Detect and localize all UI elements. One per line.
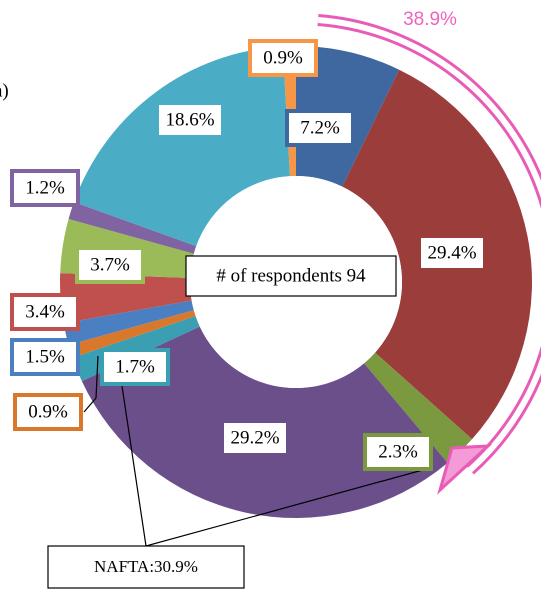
arrow-head — [437, 444, 493, 495]
label-box — [417, 234, 487, 272]
center-box — [185, 255, 397, 297]
label-box — [220, 419, 290, 457]
label-box — [155, 101, 225, 139]
leader-line — [83, 355, 99, 413]
label-box — [13, 393, 83, 431]
segment — [68, 310, 196, 358]
data-label: 2.3% — [378, 441, 418, 462]
arrow-band-inner — [317, 17, 541, 473]
data-label: 29.2% — [230, 427, 279, 448]
data-label: 0.9% — [28, 401, 68, 422]
data-label: 1.2% — [25, 177, 65, 198]
label-box — [10, 169, 80, 207]
data-label: 7.2% — [300, 117, 340, 138]
data-label: 18.6% — [165, 109, 214, 130]
data-label: 0.9% — [263, 47, 303, 68]
center-label: # of respondents 94 — [216, 265, 366, 286]
label-box — [75, 246, 145, 284]
annotation-box — [47, 545, 245, 589]
label-box — [10, 338, 80, 376]
label-box — [248, 39, 318, 77]
arrow — [317, 14, 541, 495]
segment — [364, 352, 473, 463]
data-label: 29.4% — [427, 242, 476, 263]
data-label: 3.4% — [25, 301, 65, 322]
label-box — [10, 293, 80, 331]
segment — [63, 300, 194, 345]
label-box — [100, 348, 170, 386]
segment — [68, 202, 197, 254]
annotation: 38.9% — [403, 9, 457, 30]
labels: 7.2% 29.4% 2.3% 29.2% 1.7% 0.9% 1.5% 3.4% 3.7% 1.… — [10, 39, 487, 471]
label-box — [285, 109, 355, 147]
label-box — [363, 433, 433, 471]
segment — [59, 273, 192, 324]
annotation: NAFTA:30.9% — [94, 557, 198, 576]
annotation: a) — [0, 80, 9, 101]
segment — [73, 46, 291, 247]
data-label: 1.5% — [25, 346, 65, 367]
data-label: 1.7% — [115, 356, 155, 377]
data-label: 3.7% — [90, 254, 130, 275]
